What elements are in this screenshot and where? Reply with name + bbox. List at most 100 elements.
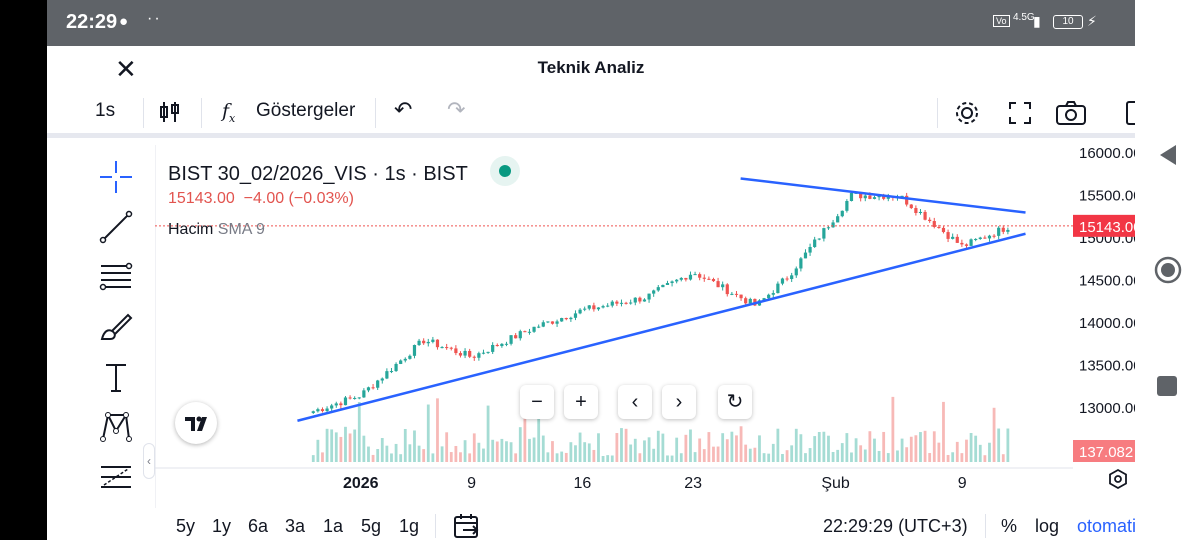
- range-3a[interactable]: 3a: [285, 516, 306, 536]
- candle-body: [656, 287, 660, 291]
- chart-type-button[interactable]: [157, 99, 183, 131]
- volume-bar: [666, 455, 669, 462]
- symbol-title[interactable]: BIST 30_02/2026_VIS · 1s · BIST: [168, 163, 468, 185]
- candle-body: [941, 227, 946, 233]
- volume-bar: [620, 428, 623, 462]
- range-1g[interactable]: 1g: [399, 516, 420, 536]
- clock-readout[interactable]: 22:29:29 (UTC+3): [823, 516, 968, 536]
- scroll-left-button[interactable]: ‹: [618, 385, 652, 419]
- x-tick-label: 9: [958, 475, 967, 492]
- candle-body: [518, 331, 522, 339]
- zoom-out-button[interactable]: −: [520, 385, 554, 419]
- redo-icon[interactable]: ↷: [447, 97, 466, 122]
- candle-body: [776, 283, 780, 294]
- scroll-right-button[interactable]: ›: [662, 385, 696, 419]
- candle-body: [836, 216, 840, 223]
- collapse-toolbar-icon[interactable]: ‹: [143, 443, 155, 479]
- volume-bar: [394, 443, 398, 462]
- volume-bar: [339, 436, 343, 462]
- interval-button[interactable]: 1s: [95, 100, 116, 121]
- support-trendline: [297, 232, 1026, 422]
- candle-body: [435, 339, 440, 348]
- volume-bar: [854, 438, 858, 462]
- text-tool-icon[interactable]: [98, 359, 134, 395]
- volume-bar: [362, 435, 366, 462]
- range-5g[interactable]: 5g: [361, 516, 382, 536]
- candle-body: [431, 339, 435, 342]
- volume-bar: [900, 438, 904, 462]
- goto-date-icon[interactable]: [453, 513, 481, 540]
- volume-bar: [647, 437, 651, 462]
- volume-bar: [840, 443, 844, 462]
- candle-body: [767, 294, 771, 299]
- market-status-icon[interactable]: [490, 156, 521, 186]
- volume-bar: [500, 438, 504, 462]
- candle-body: [376, 380, 380, 388]
- volume-bar: [463, 440, 467, 462]
- fib-retracement-icon[interactable]: [98, 259, 134, 295]
- volume-bar: [413, 430, 416, 462]
- layout-icon[interactable]: [1125, 100, 1135, 132]
- close-icon[interactable]: ✕: [115, 54, 137, 84]
- undo-icon[interactable]: ↶: [394, 97, 413, 122]
- candle-body: [426, 341, 430, 344]
- trend-line-icon[interactable]: [98, 209, 134, 245]
- fullscreen-icon[interactable]: [1007, 100, 1033, 132]
- crosshair-icon[interactable]: [98, 159, 134, 195]
- brush-icon[interactable]: [98, 309, 134, 345]
- volume-bar: [546, 452, 550, 462]
- volume-bar: [845, 433, 849, 462]
- bottom-divider: [435, 514, 436, 538]
- candle-body: [803, 252, 808, 259]
- volume-bar: [652, 448, 656, 462]
- forecast-icon[interactable]: [98, 459, 134, 495]
- volume-bar: [946, 454, 950, 462]
- candle-body: [716, 281, 720, 288]
- chart-settings-icon[interactable]: [1107, 468, 1129, 490]
- percent-toggle[interactable]: %: [1001, 516, 1018, 536]
- volume-tag: [1073, 440, 1135, 462]
- candle-body: [417, 340, 421, 346]
- volume-bar: [932, 431, 936, 462]
- y-tick-label: 15500.00: [1079, 188, 1135, 205]
- volume-bar: [426, 404, 430, 462]
- volume-bar: [495, 441, 499, 462]
- candle-body: [859, 192, 863, 199]
- chart-area[interactable]: 16000.0015500.0015000.0014500.0014000.00…: [154, 145, 1135, 540]
- volume-bar: [735, 435, 738, 462]
- candle-body: [362, 390, 366, 398]
- candle-body: [399, 360, 403, 364]
- tradingview-logo[interactable]: [175, 402, 217, 444]
- reset-chart-button[interactable]: ↻: [718, 385, 752, 419]
- auto-toggle[interactable]: otomatik: [1077, 516, 1135, 536]
- volume-bar: [988, 442, 991, 462]
- camera-icon[interactable]: [1055, 100, 1087, 132]
- volume-bar: [472, 433, 476, 462]
- pattern-icon[interactable]: [98, 409, 134, 445]
- volume-bar: [321, 452, 324, 462]
- fx-icon[interactable]: fx: [222, 100, 236, 125]
- volume-bar: [574, 445, 577, 462]
- price-chart[interactable]: 16000.0015500.0015000.0014500.0014000.00…: [154, 145, 1135, 540]
- zoom-in-button[interactable]: +: [564, 385, 598, 419]
- last-price: 15143.00: [168, 190, 235, 207]
- range-6a[interactable]: 6a: [248, 516, 269, 536]
- log-toggle[interactable]: log: [1035, 516, 1060, 536]
- range-5y[interactable]: 5y: [176, 516, 196, 536]
- volume-bar: [965, 439, 968, 462]
- candle-body: [978, 237, 982, 239]
- range-1a[interactable]: 1a: [323, 516, 344, 536]
- settings-gear-icon[interactable]: [953, 99, 981, 133]
- candle-body: [454, 348, 458, 354]
- range-1y[interactable]: 1y: [212, 516, 232, 536]
- candle-body: [353, 397, 357, 399]
- price-tag-label: 15143.00: [1079, 219, 1135, 236]
- volume-bar: [491, 439, 495, 462]
- candle-body: [826, 227, 831, 229]
- back-icon[interactable]: [1156, 143, 1180, 167]
- indicators-button[interactable]: Göstergeler: [256, 100, 356, 121]
- home-icon[interactable]: [1153, 255, 1183, 285]
- volume-bar: [827, 435, 830, 462]
- candle-body: [449, 347, 453, 349]
- recents-icon[interactable]: [1156, 375, 1178, 397]
